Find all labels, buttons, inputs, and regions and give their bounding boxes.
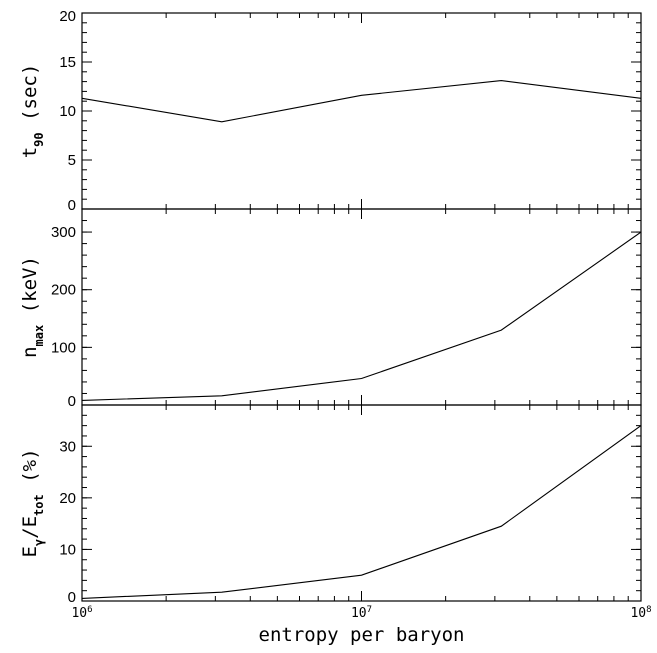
y-tick-label: 300 [51, 224, 76, 241]
panel-2-frame [81, 208, 642, 406]
panel-3-series-line [81, 425, 642, 599]
x-tick-label: 106 [71, 605, 92, 621]
panel-3-y-label: Eγ/Etot (%) [19, 448, 46, 557]
y-tick-label: 100 [51, 339, 76, 356]
panel-3-frame [81, 404, 642, 602]
y-tick-label: 20 [59, 8, 76, 25]
y-tick-label: 30 [59, 438, 76, 455]
y-tick-label: 10 [59, 541, 76, 558]
y-tick-label: 20 [59, 490, 76, 507]
panel-2-y-label: nmax (keV) [19, 256, 46, 358]
y-tick-label: 0 [68, 393, 76, 410]
x-axis-title: entropy per baryon [259, 624, 465, 646]
y-tick-label: 15 [59, 54, 76, 71]
y-tick-label: 0 [68, 589, 76, 606]
panel-1-frame [81, 12, 642, 210]
panel-1-series-line [81, 80, 642, 123]
y-tick-label: 200 [51, 282, 76, 299]
panel-2-series-line [81, 231, 642, 401]
panel-1-y-label: t90 (sec) [19, 64, 46, 159]
x-tick-label: 108 [630, 605, 651, 621]
y-tick-label: 10 [59, 103, 76, 120]
y-tick-label: 5 [68, 152, 76, 169]
x-tick-label: 107 [351, 605, 372, 621]
y-tick-label: 0 [68, 197, 76, 214]
